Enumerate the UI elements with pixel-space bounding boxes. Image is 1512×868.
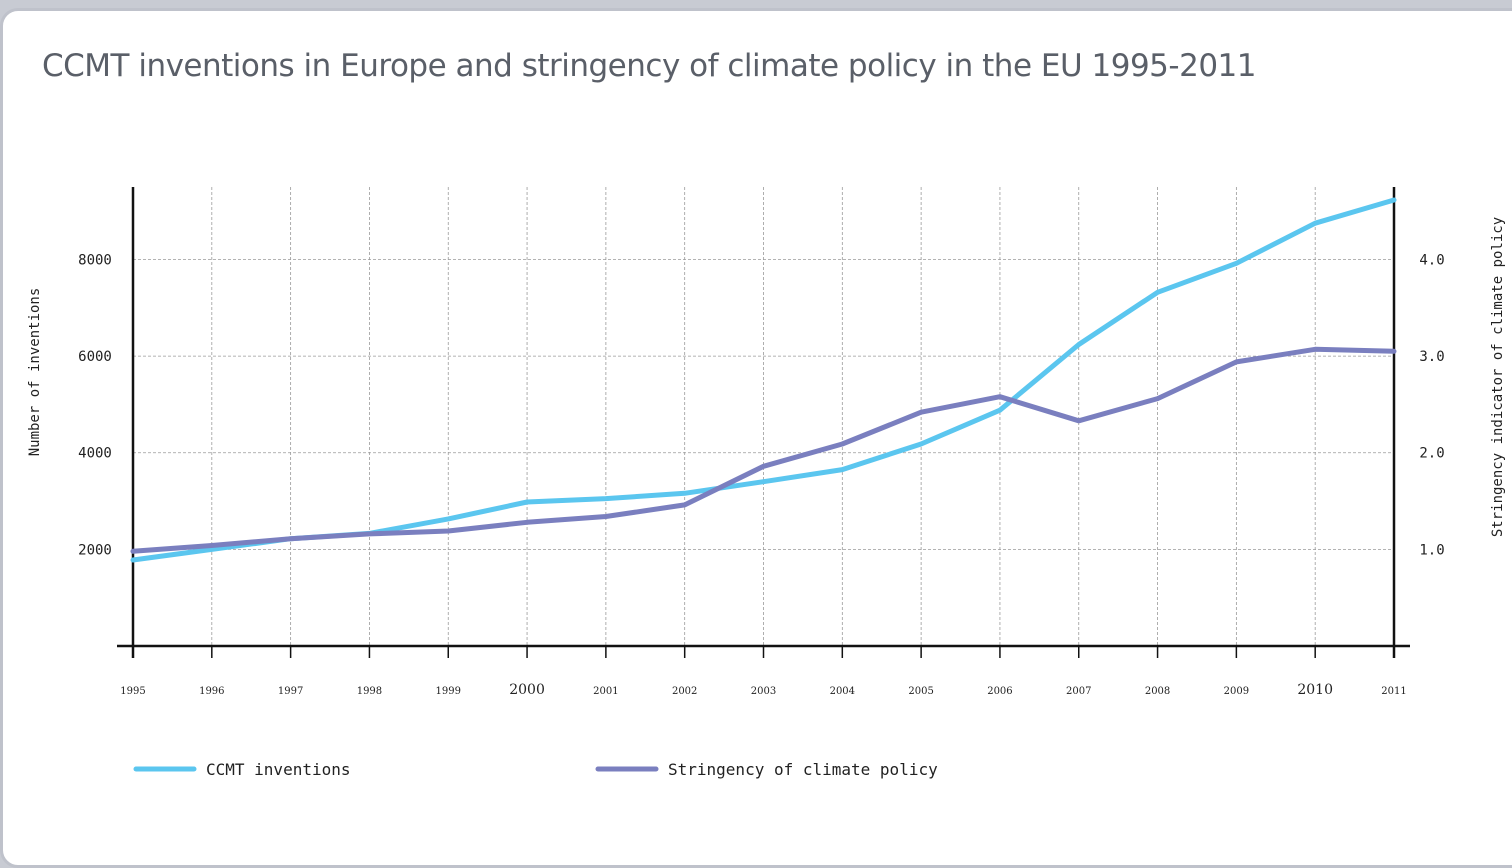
x-tick-label: 1999: [436, 686, 461, 697]
legend-label: Stringency of climate policy: [668, 760, 938, 779]
legend-label: CCMT inventions: [206, 760, 351, 779]
x-tick-label: 2011: [1381, 686, 1406, 697]
y-tick-label-left: 2000: [78, 542, 112, 558]
y-tick-label-right: 1.0: [1419, 542, 1444, 558]
x-tick-label: 2004: [830, 686, 855, 697]
y-axis-right-title: Stringency indicator of climate policy: [1490, 217, 1506, 537]
x-tick-label: 2001: [593, 686, 618, 697]
x-tick-label: 1997: [278, 686, 303, 697]
chart: 1995 1996 1997 1998 1999 2000 2001 2002 2003 2004…: [0, 0, 1512, 840]
tick-labels: 1995 1996 1997 1998 1999 2000 2001 2002 2003 2004…: [78, 252, 1445, 698]
x-tick-label: 2002: [672, 686, 697, 697]
x-tick-label: 1998: [357, 686, 382, 697]
x-tick-label: 2007: [1066, 686, 1091, 697]
x-tick-label: 1996: [199, 686, 224, 697]
y-tick-label-left: 4000: [78, 446, 112, 462]
y-tick-label-right: 4.0: [1419, 252, 1444, 268]
x-tick-label: 2000: [509, 682, 545, 698]
x-tick-label: 2006: [987, 686, 1012, 697]
y-tick-label-right: 2.0: [1419, 446, 1444, 462]
legend: CCMT inventions Stringency of climate pol…: [136, 760, 938, 779]
x-tick-label: 2008: [1145, 686, 1170, 697]
y-axis-left-title: Number of inventions: [27, 288, 43, 457]
gridlines: [133, 187, 1394, 646]
x-tick-label: 2010: [1297, 682, 1333, 698]
x-tick-label: 2003: [751, 686, 776, 697]
y-tick-label-left: 6000: [78, 349, 112, 365]
x-tick-label: 2005: [908, 686, 933, 697]
x-tick-label: 2009: [1224, 686, 1249, 697]
x-tick-label: 1995: [120, 686, 145, 697]
y-tick-label-right: 3.0: [1419, 349, 1444, 365]
y-tick-label-left: 8000: [78, 252, 112, 268]
